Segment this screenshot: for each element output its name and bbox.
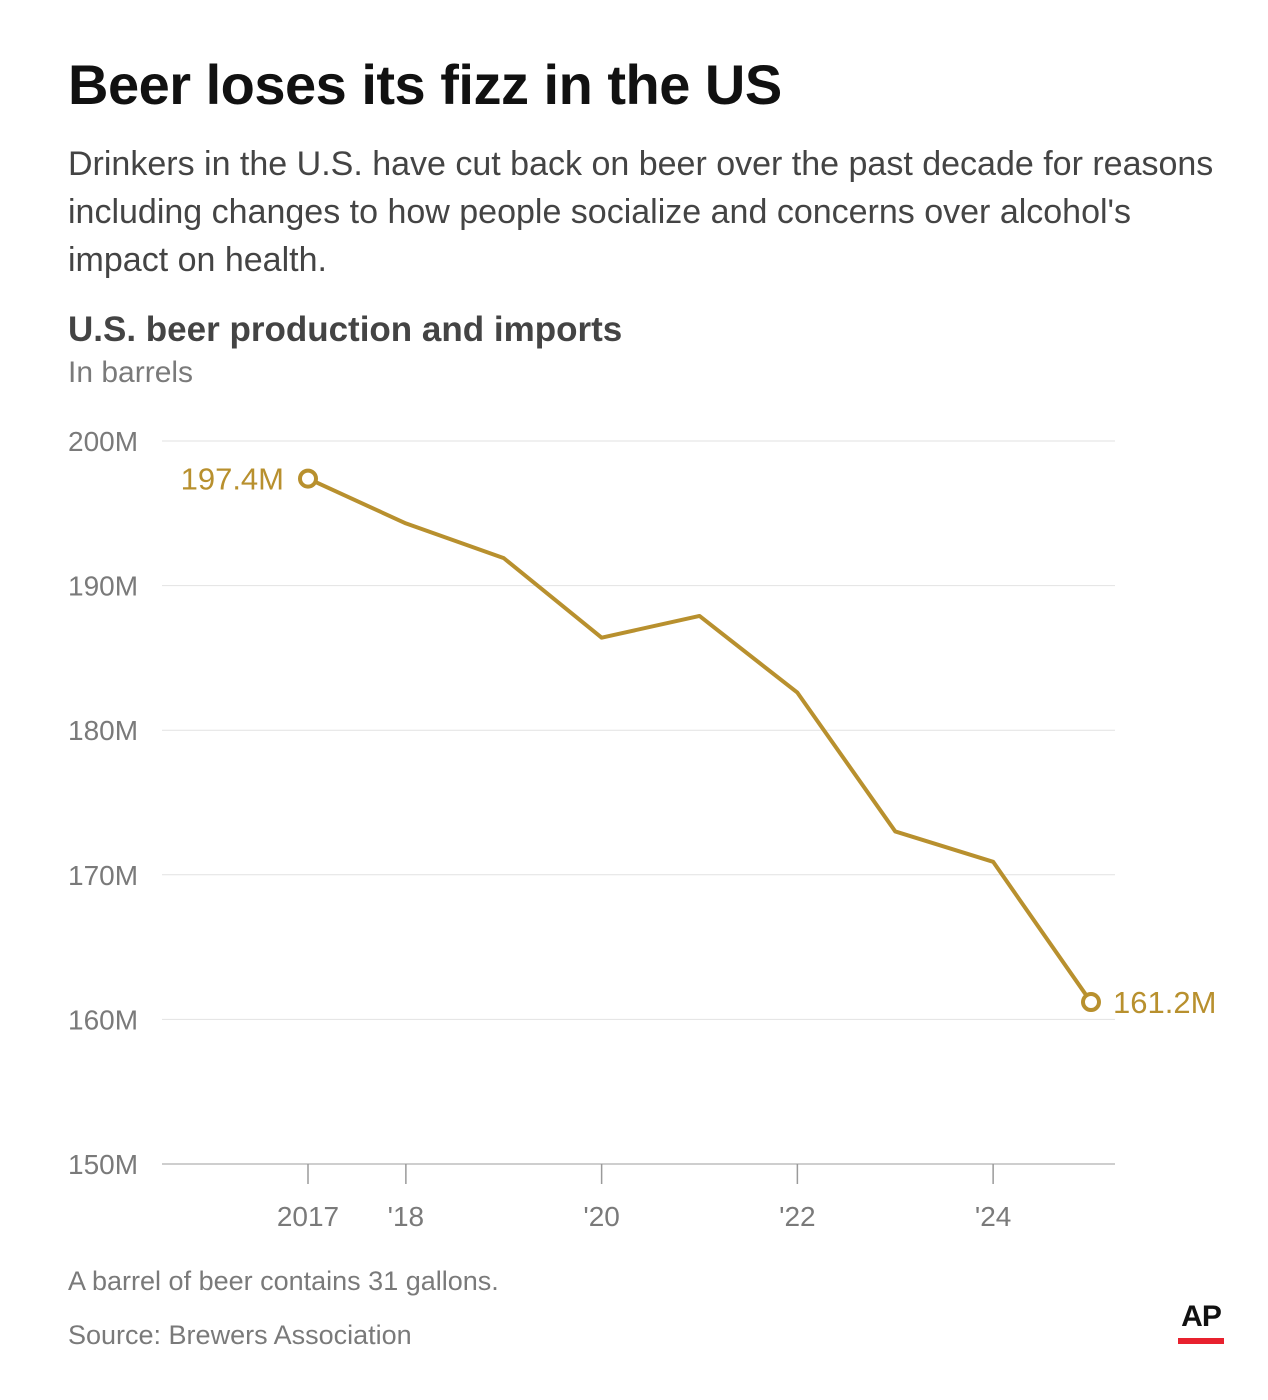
source-note: Source: Brewers Association <box>68 1320 412 1350</box>
footnote: A barrel of beer contains 31 gallons. <box>68 1266 499 1296</box>
ap-logo-bar <box>1178 1338 1224 1344</box>
chart-subtitle: Drinkers in the U.S. have cut back on be… <box>68 145 1214 279</box>
chart-heading: U.S. beer production and imports <box>68 310 623 349</box>
y-tick-label: 200M <box>68 426 138 457</box>
ap-logo-text: AP <box>1181 1300 1222 1333</box>
data-label: 161.2M <box>1113 985 1216 1020</box>
y-tick-label: 150M <box>68 1149 138 1180</box>
series-line <box>306 476 1093 1005</box>
y-tick-label: 180M <box>68 715 138 746</box>
y-axis-labels: 200M 190M 180M 170M 160M 150M <box>68 426 138 1180</box>
endpoint-marker <box>298 468 318 489</box>
x-tick-label: 2017 <box>277 1201 339 1232</box>
endpoint-marker <box>1081 992 1101 1013</box>
chart-unit-label: In barrels <box>68 356 194 389</box>
series <box>306 476 1093 1005</box>
y-tick-label: 160M <box>68 1004 138 1035</box>
ap-logo: AP <box>1178 1300 1224 1348</box>
x-tick-label: '22 <box>779 1201 816 1232</box>
x-tick-label: '24 <box>975 1201 1012 1232</box>
chart-title-headline: Beer loses its fizz in the US <box>68 53 782 116</box>
y-tick-label: 190M <box>68 571 138 602</box>
annotations: 197.4M 161.2M <box>181 462 1217 1020</box>
x-axis: 2017 '18 '20 '22 '24 <box>277 1164 1012 1232</box>
x-tick-label: '20 <box>583 1201 620 1232</box>
data-label: 197.4M <box>181 462 284 497</box>
gridlines <box>162 440 1115 1165</box>
y-tick-label: 170M <box>68 860 138 891</box>
x-tick-label: '18 <box>388 1201 425 1232</box>
line-chart: 200M 190M 180M 170M 160M 150M 2017 '18 '20 '22 '2… <box>68 426 1217 1232</box>
